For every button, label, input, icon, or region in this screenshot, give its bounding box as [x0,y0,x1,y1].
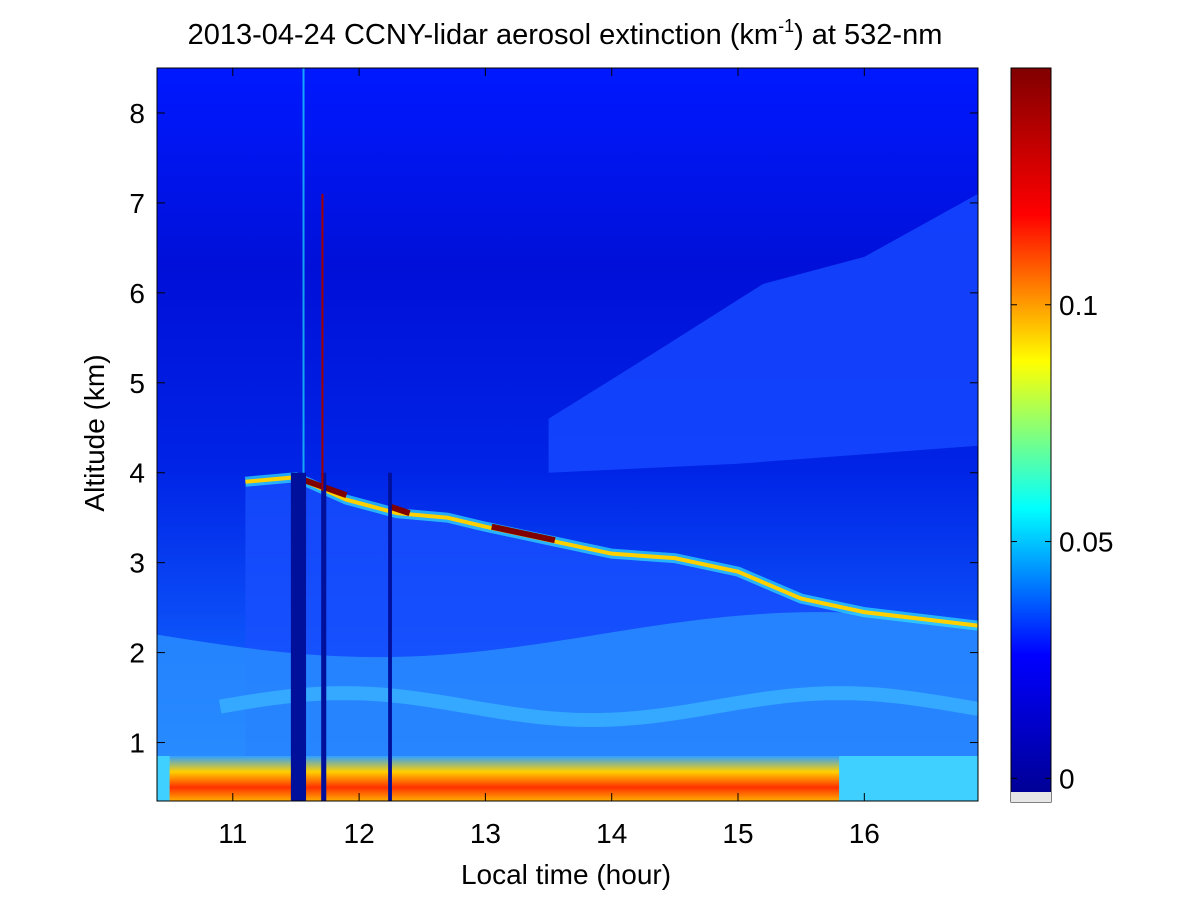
colorbar-ticks: 0 0.05 0.1 [1011,290,1114,794]
colorbar-tick-label: 0.1 [1059,290,1098,321]
x-tick-label: 12 [344,818,375,849]
layer-top-peak-2 [491,523,556,544]
layer-top-peak-1 [389,504,411,517]
x-tick-label: 11 [218,818,247,849]
x-tick-label: 14 [596,818,627,849]
chart-title: 2013-04-24 CCNY-lidar aerosol extinction… [188,16,943,51]
y-tick-label: 1 [129,728,145,759]
x-tick-label: 13 [470,818,501,849]
upper-plume-region [548,193,978,473]
colorbar-tick-label: 0 [1059,763,1075,794]
y-tick-label: 7 [129,188,145,219]
colorbar-tick-label: 0.05 [1059,527,1114,558]
colorbar-gradient [1011,68,1051,802]
instrument-gap-0 [290,472,307,801]
x-axis-label: Local time (hour) [461,859,671,890]
y-tick-label: 4 [129,458,145,489]
chart-title-suffix: ) at 532-nm [794,19,942,51]
y-axis: 1 2 3 4 5 6 7 8 [129,98,978,759]
y-tick-label: 2 [129,638,145,669]
instrument-gap-1 [321,472,327,801]
colorbar-below-range [1011,792,1051,802]
lower-aerosol-layer [218,686,978,728]
chart-title-prefix: 2013-04-24 CCNY-lidar aerosol extinction… [188,19,778,51]
heatmap-features [157,68,978,801]
chart-title-superscript: -1 [778,16,794,36]
x-tick-label: 15 [722,818,753,849]
y-tick-label: 3 [129,548,145,579]
y-tick-label: 8 [129,98,145,129]
x-axis: 11 12 13 14 15 16 [218,68,880,849]
y-tick-label: 5 [129,368,145,399]
x-tick-label: 16 [849,818,880,849]
y-tick-label: 6 [129,278,145,309]
surface-high-extinction [169,756,840,801]
boundary-layer-region [157,612,978,801]
y-axis-label: Altitude (km) [79,354,110,511]
heatmap-area [157,68,978,801]
colorbar: 0 0.05 0.1 [1010,67,1114,803]
instrument-gap-2 [388,472,392,801]
plot-frame [156,67,979,802]
